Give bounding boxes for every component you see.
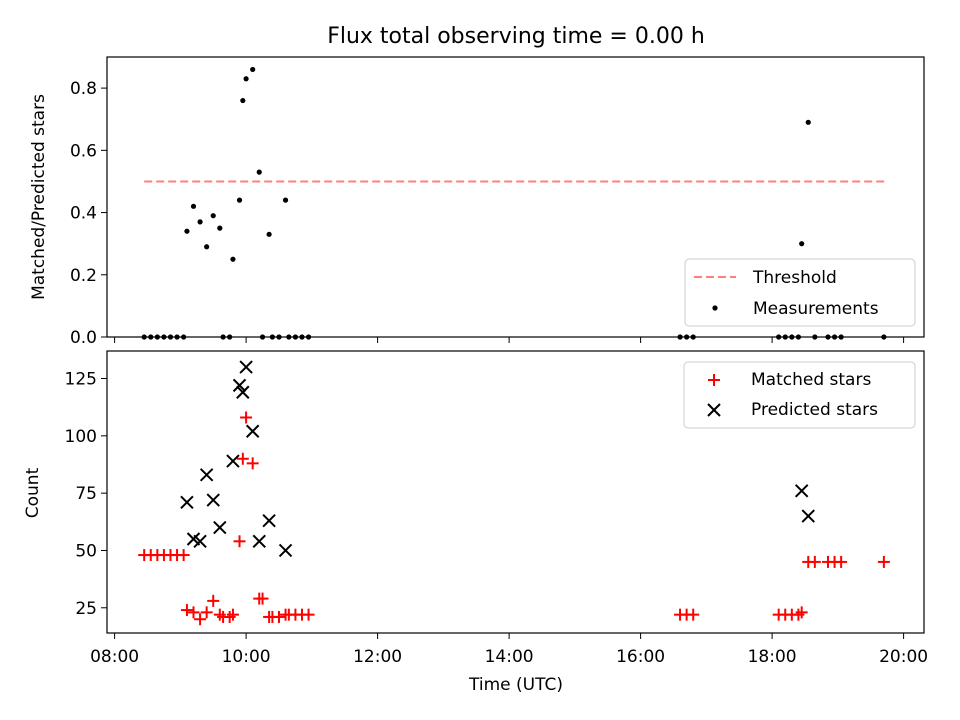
- predicted-star-point: [801, 509, 815, 523]
- count-x-tick-label: 20:00: [879, 647, 928, 667]
- measurement-point: [236, 197, 243, 203]
- predicted-star-point: [236, 385, 250, 399]
- predicted-star-point: [180, 495, 194, 510]
- predicted-star-point: [193, 534, 207, 548]
- predicted-star-point: [794, 484, 809, 498]
- matched-star-point: [177, 549, 190, 562]
- matched-star-point: [236, 452, 249, 465]
- count-x-tick-label: 08:00: [90, 647, 139, 667]
- count-x-tick-label: 10:00: [222, 647, 271, 667]
- count-y-axis-label: Count: [23, 467, 43, 518]
- ratio-y-ticks: 0.0 0.2 0.4 0.6 0.8: [70, 79, 107, 348]
- threshold-legend-label: Threshold: [752, 268, 837, 288]
- measurement-point: [184, 228, 190, 234]
- count-y-tick-label: 75: [75, 484, 97, 504]
- matched-star-point: [187, 606, 200, 619]
- matched-star-point: [256, 592, 269, 605]
- measurement-point: [256, 169, 262, 175]
- measurement-point: [197, 219, 203, 225]
- measurements-legend-swatch: [712, 305, 718, 311]
- count-y-tick-label: 100: [65, 427, 97, 447]
- measurement-point: [250, 66, 256, 73]
- matched-star-point: [180, 604, 193, 617]
- predicted-star-point: [239, 360, 253, 374]
- count-y-ticks: 25 50 75 100 125: [65, 370, 107, 619]
- count-panel: Count 25 50 75 100 125 08:00 10:00 12:00 14:00 1…: [23, 350, 928, 695]
- count-x-ticks: 08:00 10:00 12:00 14:00 16:00 18:00 20:00: [90, 633, 928, 667]
- measurement-point: [230, 256, 236, 262]
- matched-star-point: [233, 535, 246, 548]
- predicted-star-point: [226, 454, 240, 468]
- measurement-point: [210, 213, 216, 219]
- ratio-x-ticks: [114, 337, 905, 343]
- matched-star-point: [272, 610, 285, 623]
- ratio-y-tick-label: 0.4: [70, 204, 97, 224]
- matched-star-point: [207, 594, 220, 607]
- measurement-point: [204, 244, 210, 250]
- measurement-point: [799, 241, 805, 247]
- count-axes-frame: [106, 350, 925, 634]
- predicted-star-point: [262, 513, 276, 528]
- matched-star-point: [226, 608, 239, 621]
- ratio-legend-box: [684, 258, 916, 327]
- measurement-point: [240, 97, 246, 104]
- count-x-axis-label: Time (UTC): [468, 675, 563, 695]
- count-x-tick-label: 12:00: [353, 647, 402, 667]
- ratio-axes-frame: [106, 56, 925, 338]
- measurement-point: [266, 231, 272, 237]
- matched-star-point: [194, 613, 207, 626]
- count-x-tick-label: 16:00: [616, 647, 665, 667]
- count-y-tick-label: 25: [75, 599, 97, 619]
- measurement-point: [805, 119, 811, 125]
- matched-star-point: [808, 555, 821, 568]
- matched-star-point: [795, 606, 808, 619]
- predicted-star-point: [245, 424, 260, 438]
- count-y-tick-label: 125: [65, 370, 97, 390]
- count-x-tick-label: 14:00: [485, 647, 534, 667]
- predicted-star-point: [278, 543, 293, 558]
- matched-legend-label: Matched stars: [751, 370, 871, 390]
- predicted-legend-label: Predicted stars: [751, 400, 878, 420]
- chart-title: Flux total observing time = 0.00 h: [327, 24, 705, 49]
- matched-star-point: [687, 608, 700, 621]
- count-legend: Matched stars Predicted stars: [683, 361, 916, 429]
- measurement-point: [217, 225, 223, 231]
- matched-star-point: [246, 457, 259, 470]
- matched-star-point: [302, 608, 315, 621]
- ratio-y-tick-label: 0.2: [70, 266, 97, 286]
- matched-legend-swatch: [708, 374, 720, 386]
- count-plot-area: [138, 360, 890, 626]
- ratio-y-tick-label: 0.6: [70, 141, 97, 161]
- count-y-tick-label: 50: [75, 541, 97, 561]
- measurements-legend-label: Measurements: [753, 299, 879, 319]
- predicted-star-point: [206, 493, 220, 507]
- ratio-y-tick-label: 0.0: [70, 328, 97, 348]
- ratio-y-axis-label: Matched/Predicted stars: [29, 94, 49, 300]
- matched-star-point: [200, 606, 213, 619]
- predicted-legend-swatch: [707, 403, 721, 417]
- count-legend-box: [683, 361, 916, 429]
- measurement-point: [190, 203, 197, 209]
- ratio-y-tick-label: 0.8: [70, 79, 97, 99]
- ratio-legend: Threshold Measurements: [684, 258, 916, 327]
- predicted-star-point: [252, 534, 266, 548]
- matched-star-point: [835, 555, 848, 568]
- measurement-point: [243, 76, 249, 82]
- ratio-panel: Matched/Predicted stars 0.00.20.40.60.8 …: [29, 56, 925, 348]
- predicted-star-point: [199, 468, 214, 482]
- predicted-star-point: [213, 520, 227, 535]
- measurement-point: [282, 197, 289, 203]
- matched-star-point: [877, 555, 890, 568]
- count-x-tick-label: 18:00: [748, 647, 797, 667]
- matched-star-point: [240, 411, 253, 424]
- predicted-star-point: [232, 378, 247, 393]
